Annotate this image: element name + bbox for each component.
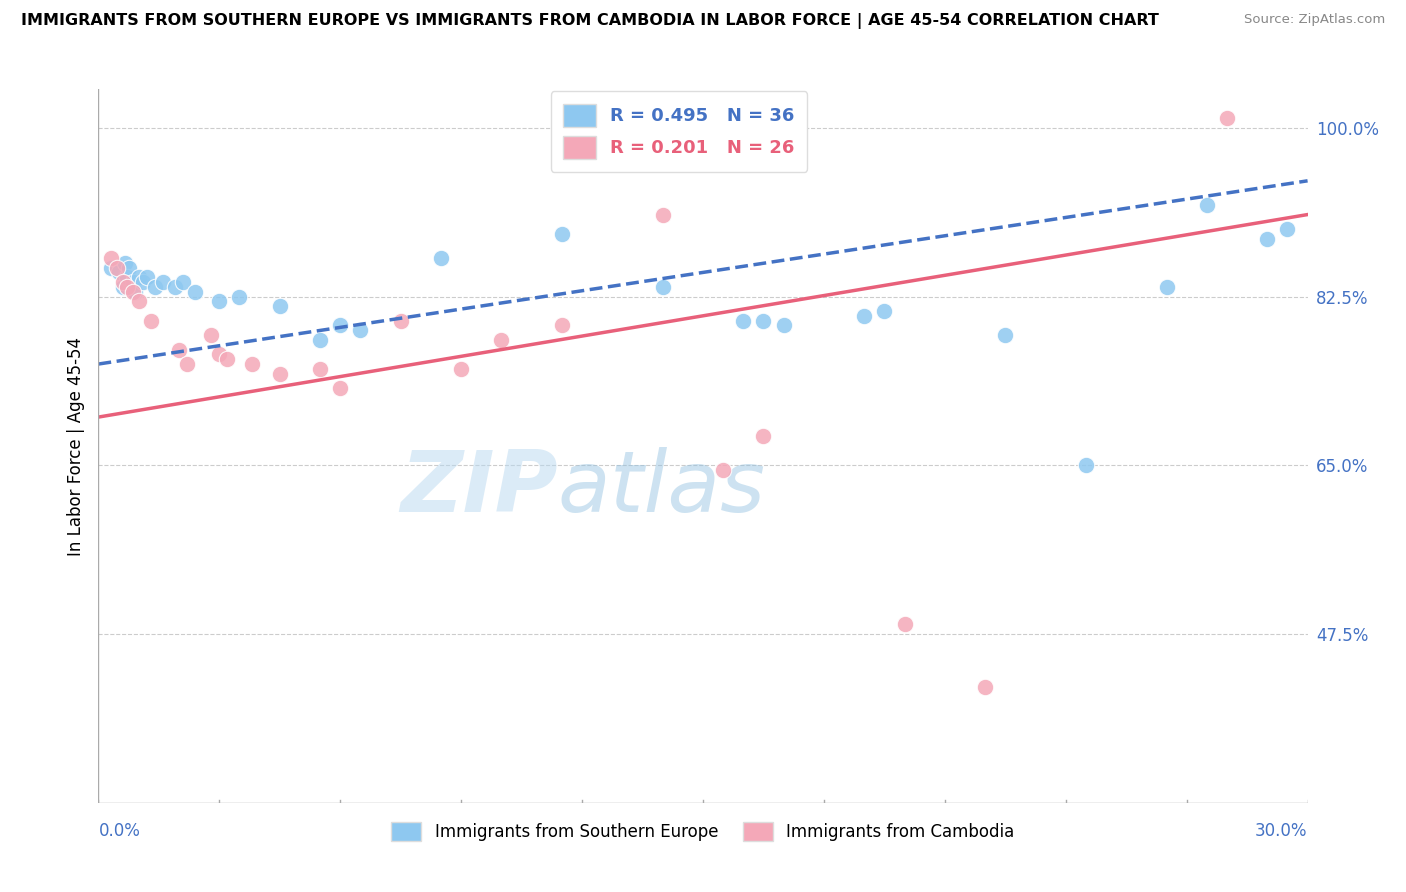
Point bbox=[240, 357, 263, 371]
Point bbox=[733, 313, 755, 327]
Point bbox=[118, 260, 141, 275]
Text: Source: ZipAtlas.com: Source: ZipAtlas.com bbox=[1244, 13, 1385, 27]
Point bbox=[124, 285, 146, 299]
Point bbox=[450, 362, 472, 376]
Point bbox=[893, 617, 915, 632]
Text: atlas: atlas bbox=[558, 447, 766, 531]
Y-axis label: In Labor Force | Age 45-54: In Labor Force | Age 45-54 bbox=[66, 336, 84, 556]
Point bbox=[115, 270, 138, 285]
Point bbox=[772, 318, 794, 333]
Point bbox=[105, 260, 128, 275]
Point bbox=[184, 285, 207, 299]
Point bbox=[217, 352, 239, 367]
Point bbox=[1195, 198, 1218, 212]
Point bbox=[128, 270, 150, 285]
Point bbox=[176, 357, 198, 371]
Text: ZIP: ZIP bbox=[401, 447, 558, 531]
Point bbox=[139, 313, 162, 327]
Point bbox=[853, 309, 876, 323]
Text: IMMIGRANTS FROM SOUTHERN EUROPE VS IMMIGRANTS FROM CAMBODIA IN LABOR FORCE | AGE: IMMIGRANTS FROM SOUTHERN EUROPE VS IMMIG… bbox=[21, 13, 1159, 29]
Point bbox=[349, 323, 371, 337]
Point bbox=[974, 680, 997, 694]
Point bbox=[269, 367, 291, 381]
Point bbox=[1074, 458, 1097, 473]
Point bbox=[491, 333, 513, 347]
Legend: Immigrants from Southern Europe, Immigrants from Cambodia: Immigrants from Southern Europe, Immigra… bbox=[385, 815, 1021, 848]
Point bbox=[711, 463, 734, 477]
Point bbox=[551, 318, 574, 333]
Point bbox=[100, 260, 122, 275]
Point bbox=[329, 318, 352, 333]
Point bbox=[111, 275, 134, 289]
Point bbox=[873, 304, 896, 318]
Point bbox=[1216, 111, 1239, 125]
Point bbox=[128, 294, 150, 309]
Point bbox=[208, 347, 231, 361]
Point bbox=[100, 251, 122, 265]
Point bbox=[1277, 222, 1299, 236]
Point bbox=[111, 280, 134, 294]
Point bbox=[1256, 232, 1278, 246]
Point bbox=[228, 289, 250, 303]
Point bbox=[172, 275, 194, 289]
Point bbox=[551, 227, 574, 241]
Point bbox=[163, 280, 186, 294]
Point bbox=[107, 265, 129, 279]
Point bbox=[651, 280, 673, 294]
Point bbox=[752, 313, 775, 327]
Point bbox=[389, 313, 412, 327]
Text: 0.0%: 0.0% bbox=[98, 822, 141, 840]
Point bbox=[152, 275, 174, 289]
Point bbox=[430, 251, 453, 265]
Point bbox=[208, 294, 231, 309]
Point bbox=[309, 362, 332, 376]
Point bbox=[269, 299, 291, 313]
Point bbox=[143, 280, 166, 294]
Point bbox=[132, 275, 155, 289]
Point bbox=[1156, 280, 1178, 294]
Point bbox=[309, 333, 332, 347]
Point bbox=[115, 280, 138, 294]
Point bbox=[329, 381, 352, 395]
Point bbox=[752, 429, 775, 443]
Point bbox=[121, 275, 143, 289]
Point bbox=[114, 256, 136, 270]
Point bbox=[121, 285, 143, 299]
Point bbox=[200, 328, 222, 343]
Point bbox=[651, 208, 673, 222]
Text: 30.0%: 30.0% bbox=[1256, 822, 1308, 840]
Point bbox=[994, 328, 1017, 343]
Point bbox=[167, 343, 190, 357]
Point bbox=[135, 270, 157, 285]
